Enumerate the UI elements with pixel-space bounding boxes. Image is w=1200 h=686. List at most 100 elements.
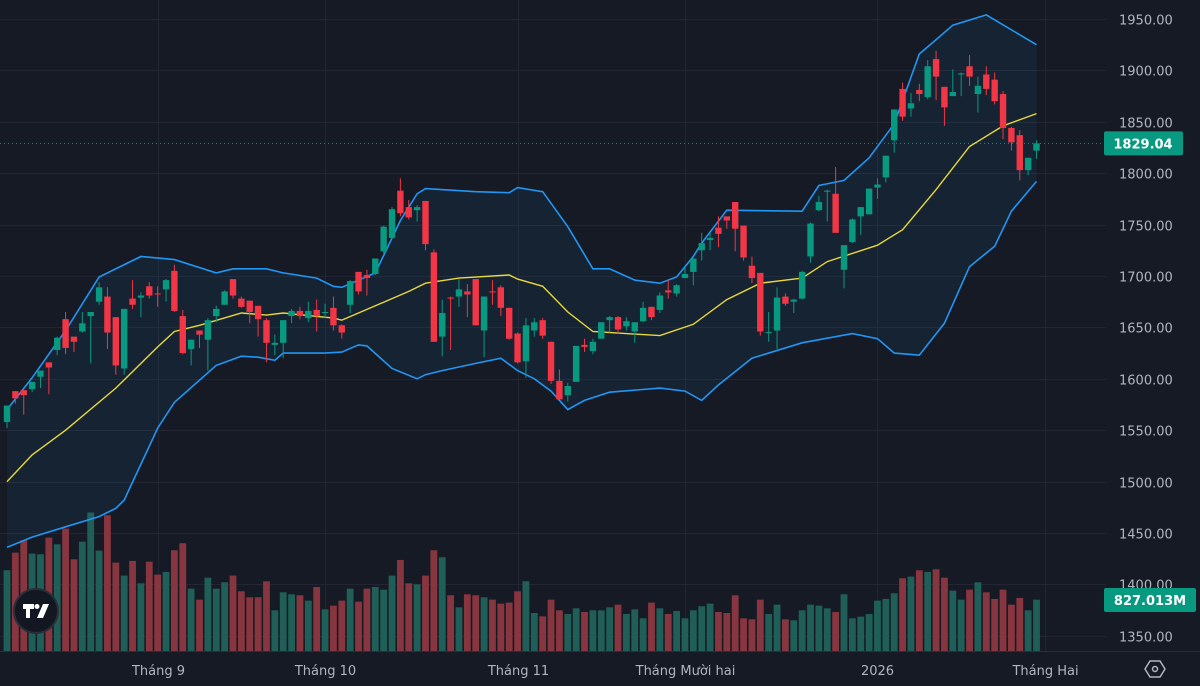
candle	[1008, 126, 1015, 151]
volume-bar	[589, 610, 597, 651]
candle	[740, 225, 747, 261]
volume-bar	[689, 610, 697, 651]
candle-body	[907, 103, 915, 109]
volume-bar	[614, 604, 622, 651]
candle-body	[740, 225, 747, 258]
candle	[413, 205, 421, 222]
candle	[480, 296, 488, 358]
volume-bar	[112, 562, 120, 651]
candle	[991, 72, 998, 105]
candle-body	[305, 310, 312, 319]
price-axis[interactable]: 1950.00 1900.00 1850.00 1800.00 1750.00 1700.…	[1119, 14, 1173, 646]
volume-bar	[422, 575, 429, 651]
candle	[665, 280, 672, 299]
candle-body	[187, 339, 195, 349]
volume-bar	[246, 597, 254, 651]
candle	[983, 66, 990, 96]
candle	[966, 54, 973, 86]
basis-line	[6, 112, 1037, 483]
candle	[581, 338, 588, 353]
candle	[623, 317, 630, 331]
candle-body	[531, 322, 538, 331]
volume-bar	[823, 608, 831, 651]
candle-body	[514, 333, 521, 363]
candle-body	[146, 286, 153, 296]
candle	[171, 264, 178, 312]
volume-bar	[438, 557, 446, 651]
time-axis[interactable]: Tháng 9 Tháng 10 Tháng 11 Tháng Mười hai 202…	[131, 664, 1079, 679]
candle-body	[79, 323, 86, 332]
volume-bar	[271, 610, 279, 651]
volume-bar	[171, 550, 178, 651]
volume-bar	[1024, 610, 1032, 651]
settings-hexagon-eye-icon[interactable]	[1144, 660, 1166, 678]
volume-bar	[212, 588, 220, 651]
candle-body	[748, 265, 756, 279]
candle-body	[3, 405, 11, 422]
candle-body	[196, 330, 203, 335]
volume-bar	[78, 541, 86, 651]
volume-bar	[455, 607, 463, 651]
candle	[690, 258, 697, 286]
candle-body	[221, 291, 228, 305]
candle	[355, 271, 362, 295]
candle-body	[346, 281, 354, 305]
upper-band-line	[6, 14, 1037, 411]
time-tick-label: Tháng 9	[131, 664, 185, 679]
volume-bar	[949, 590, 957, 651]
candle	[748, 256, 756, 284]
price-tick-label: 1700.00	[1119, 271, 1173, 286]
volume-bar	[790, 620, 798, 651]
candle	[506, 307, 513, 340]
price-tick-label: 1350.00	[1119, 631, 1173, 646]
volume-bar	[179, 543, 187, 651]
candle	[656, 292, 664, 314]
candle	[539, 318, 546, 339]
volume-bar	[1008, 604, 1015, 651]
candle	[313, 299, 320, 332]
volume-bar	[848, 618, 856, 651]
candle	[673, 284, 680, 297]
candle-body	[271, 342, 279, 345]
volume-bar	[330, 605, 337, 651]
candle-body	[1016, 135, 1023, 171]
volume-bar	[899, 578, 906, 651]
candle	[974, 76, 982, 113]
candle	[346, 280, 354, 314]
candle	[154, 286, 161, 307]
volume-bar	[773, 604, 781, 651]
volume-bar	[296, 595, 304, 651]
volume-bar	[388, 575, 396, 651]
candle	[589, 338, 597, 355]
candle-body	[1033, 143, 1040, 151]
candle	[572, 345, 580, 382]
candle	[79, 311, 86, 333]
volume-bar	[480, 597, 488, 651]
volume-bar	[882, 598, 890, 651]
price-tick-label: 1800.00	[1119, 168, 1173, 183]
candle-body	[1024, 157, 1032, 171]
candle	[924, 60, 931, 100]
tradingview-logo[interactable]	[13, 588, 59, 634]
volume-bar	[731, 595, 739, 651]
candle-body	[372, 258, 379, 274]
candle-body	[62, 319, 69, 348]
candle	[857, 207, 864, 235]
candle-body	[263, 320, 270, 343]
candle-body	[288, 310, 295, 317]
price-tick-label: 1650.00	[1119, 322, 1173, 337]
candle-body	[757, 272, 764, 332]
volume-bar	[999, 589, 1007, 651]
candle	[815, 195, 823, 212]
candle-body	[137, 295, 145, 298]
candle-body	[673, 285, 680, 294]
candle-body	[782, 296, 789, 304]
bollinger-bands	[6, 14, 1038, 549]
volume-bar	[698, 606, 706, 651]
candle-body	[815, 201, 823, 211]
candle-body	[698, 243, 705, 251]
candle-body	[631, 322, 638, 332]
candle-body	[162, 280, 170, 290]
last-volume-label: 827.013M	[1114, 594, 1186, 609]
